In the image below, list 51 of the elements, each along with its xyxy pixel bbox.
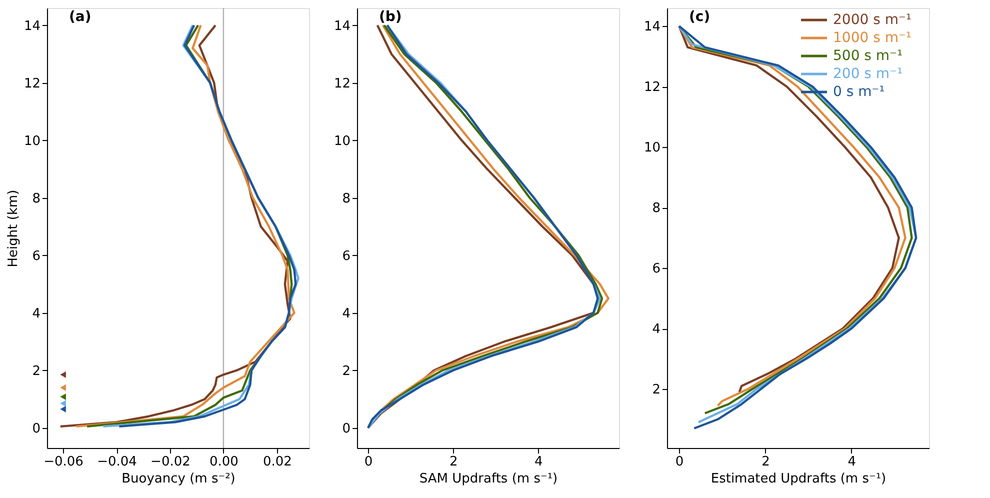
y-tick-label: 14	[334, 18, 350, 34]
x-axis-title: Buoyancy (m s⁻²)	[122, 472, 236, 486]
point	[60, 384, 66, 391]
legend-label: 200 s m⁻¹	[833, 66, 903, 82]
y-tick-label: 14	[24, 18, 40, 34]
legend-label: 500 s m⁻¹	[833, 48, 903, 64]
x-axis-title: Estimated Updrafts (m s⁻¹)	[710, 472, 886, 486]
y-tick-label: 12	[644, 80, 660, 96]
x-axis-title: SAM Updrafts (m s⁻¹)	[419, 472, 558, 486]
y-tick-label: 6	[32, 248, 40, 264]
x-tick-label: 2	[449, 454, 458, 470]
y-tick-label: 4	[32, 306, 40, 322]
y-tick-label: 0	[32, 421, 40, 436]
y-axis-title: Height (km)	[6, 190, 21, 268]
x-tick-label: 4	[534, 454, 543, 470]
y-tick-label: 4	[342, 306, 350, 322]
y-tick-label: 14	[644, 20, 660, 35]
x-tick-label: −0.06	[44, 454, 84, 470]
chart-title: (c)	[689, 9, 710, 25]
y-tick-label: 6	[342, 248, 350, 264]
y-tick-label: 6	[652, 262, 660, 277]
chart-title: (b)	[379, 9, 402, 25]
y-tick-label: 2	[32, 364, 40, 379]
x-tick-label: −0.04	[97, 454, 137, 470]
y-tick-label: 2	[342, 364, 350, 379]
point	[60, 406, 66, 413]
y-tick-label: 4	[652, 322, 660, 338]
y-tick-label: 8	[342, 191, 350, 206]
y-tick-label: 8	[652, 201, 660, 216]
y-tick-label: 2	[652, 382, 660, 398]
legend-label: 2000 s m⁻¹	[833, 12, 912, 28]
y-tick-label: 12	[24, 76, 40, 92]
x-tick-label: −0.02	[150, 454, 190, 470]
y-tick-label: 10	[334, 134, 350, 149]
x-tick-label: 4	[848, 454, 856, 470]
point	[60, 393, 66, 400]
y-tick-label: 0	[342, 421, 350, 436]
x-tick-label: 0.02	[262, 454, 292, 470]
chart-title: (a)	[69, 9, 92, 25]
legend-label: 1000 s m⁻¹	[833, 30, 912, 46]
legend-label: 0 s m⁻¹	[833, 84, 885, 100]
x-tick-label: 0	[364, 454, 373, 470]
point	[60, 371, 66, 378]
point	[60, 400, 66, 407]
y-tick-label: 12	[334, 76, 350, 92]
x-tick-label: 0.00	[209, 454, 238, 470]
y-tick-label: 10	[644, 140, 660, 156]
y-tick-label: 8	[32, 191, 40, 206]
x-tick-label: 2	[762, 454, 770, 470]
y-tick-label: 10	[24, 134, 40, 149]
x-tick-label: 0	[675, 454, 684, 470]
